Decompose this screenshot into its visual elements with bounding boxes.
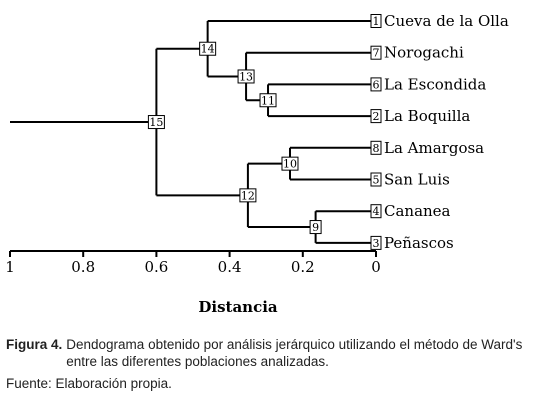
leaf-box [370,140,382,155]
node-box [147,115,165,130]
figure-caption: Figura 4. Dendograma obtenido por anális… [6,336,536,370]
node-number: 13 [239,70,253,83]
leaf-number: 7 [373,47,380,60]
x-tick-label: 1 [5,258,15,276]
leaf-number: 5 [373,174,380,187]
leaf-box [370,109,382,124]
node-number: 14 [201,43,215,56]
leaf-label: La Escondida [384,75,486,93]
x-axis-title: Distancia [198,298,278,316]
leaf-label: Norogachi [384,44,464,62]
node-box [281,156,299,171]
source-note: Fuente: Elaboración propia. [6,376,172,391]
leaf-label: Cueva de la Olla [384,12,509,30]
leaf-box [370,235,382,250]
leaf-box [370,14,382,28]
leaf-number: 6 [373,78,380,91]
node-number: 11 [261,94,275,107]
leaf-box [370,45,382,60]
figure-label: Figura 4. [6,337,63,352]
leaf-number: 1 [373,15,380,28]
node-box [237,69,255,84]
leaf-box [370,77,382,92]
leaf-label: Peñascos [384,234,454,252]
leaf-box [370,172,382,187]
node-number: 15 [149,116,163,129]
x-tick-label: 0.6 [144,258,168,276]
leaf-label: La Amargosa [384,139,484,157]
leaf-number: 3 [373,237,380,250]
x-tick-label: 0.2 [291,258,315,276]
node-box [199,41,217,56]
node-number: 10 [283,158,297,171]
leaf-number: 2 [373,110,380,123]
leaf-number: 8 [373,142,380,155]
node-box [259,93,277,108]
leaf-label: La Boquilla [384,107,470,125]
x-tick-label: 0.8 [71,258,95,276]
leaf-label: San Luis [384,171,450,189]
node-box [309,220,322,235]
leaf-box [370,204,382,219]
leaf-number: 4 [373,205,380,218]
x-tick-label: 0 [371,258,381,276]
x-tick-label: 0.4 [218,258,242,276]
node-number: 12 [241,189,255,202]
caption-text: Dendograma obtenido por análisis jerárqu… [66,337,523,369]
node-box [239,188,257,203]
node-number: 9 [312,221,319,234]
leaf-label: Cananea [384,202,451,220]
